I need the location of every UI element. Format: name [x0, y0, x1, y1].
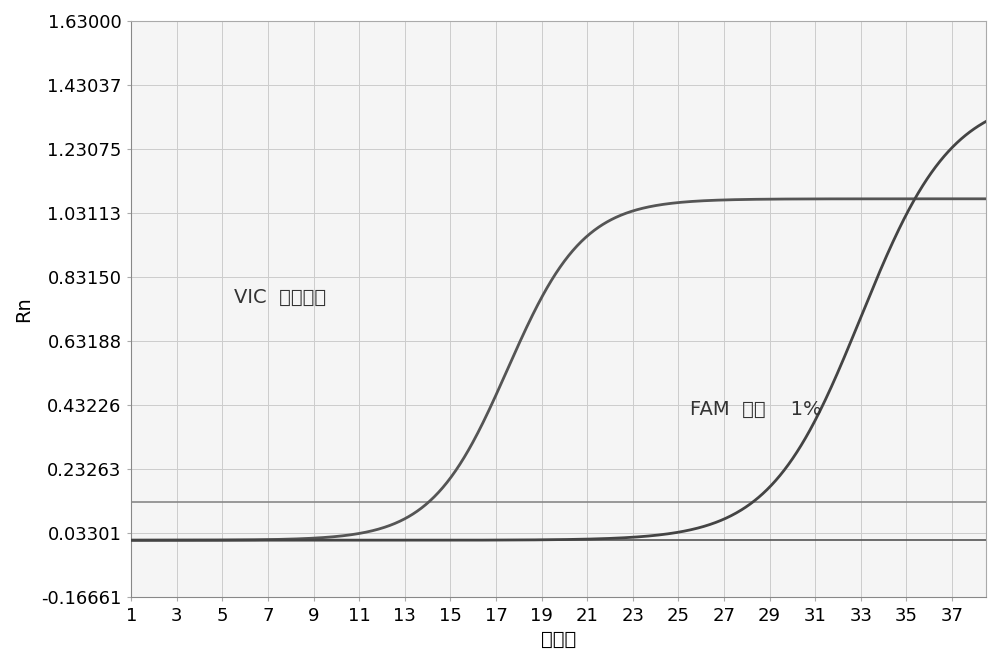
Text: FAM  信号    1%: FAM 信号 1%: [690, 400, 821, 419]
Text: VIC  信号内控: VIC 信号内控: [234, 288, 326, 307]
X-axis label: 循环数: 循环数: [541, 630, 576, 649]
Y-axis label: Rn: Rn: [14, 296, 33, 322]
